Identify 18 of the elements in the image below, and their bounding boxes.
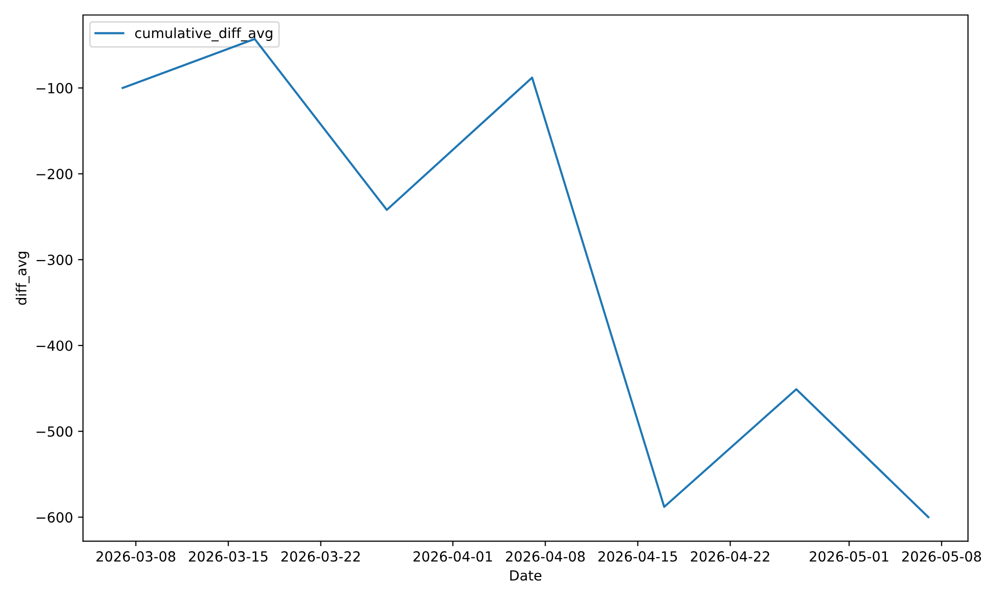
x-tick-label: 2026-05-01 (810, 551, 888, 562)
y-tick-label: −600 (36, 512, 72, 523)
y-tick-label: −200 (36, 168, 72, 180)
x-tick-label: 2026-05-08 (902, 551, 981, 562)
y-tick-label: −500 (36, 426, 72, 437)
x-tick-label: 2026-04-01 (414, 551, 492, 562)
x-tick-label: 2026-03-15 (188, 551, 268, 562)
y-tick-label: −100 (36, 82, 72, 94)
y-tick-label: −300 (36, 254, 72, 266)
x-tick-label: 2026-03-22 (281, 551, 360, 562)
y-tick-label: −400 (36, 340, 72, 351)
legend-label: cumulative_diff_avg (135, 28, 272, 42)
x-tick-label: 2026-04-08 (506, 551, 585, 562)
x-axis-title: Date (510, 570, 542, 581)
x-tick-label: 2026-04-22 (690, 551, 770, 562)
x-tick-label: 2026-04-15 (598, 551, 677, 562)
x-tick-label: 2026-03-08 (96, 551, 176, 562)
y-axis-title: diff_avg (16, 252, 30, 305)
